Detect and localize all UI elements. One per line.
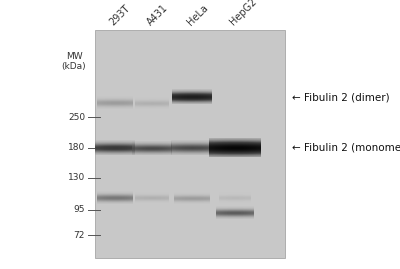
Text: 130: 130 <box>68 174 85 182</box>
Text: A431: A431 <box>145 2 170 27</box>
Text: 293T: 293T <box>108 3 132 27</box>
Text: MW
(kDa): MW (kDa) <box>62 52 86 71</box>
Text: ← Fibulin 2 (dimer): ← Fibulin 2 (dimer) <box>292 92 390 102</box>
Text: 180: 180 <box>68 143 85 153</box>
Text: 95: 95 <box>74 206 85 214</box>
Text: HeLa: HeLa <box>185 2 210 27</box>
Text: 250: 250 <box>68 112 85 122</box>
Text: HepG2: HepG2 <box>228 0 258 27</box>
Text: 72: 72 <box>74 231 85 239</box>
Text: ← Fibulin 2 (monomer): ← Fibulin 2 (monomer) <box>292 143 400 153</box>
Bar <box>95 30 285 258</box>
